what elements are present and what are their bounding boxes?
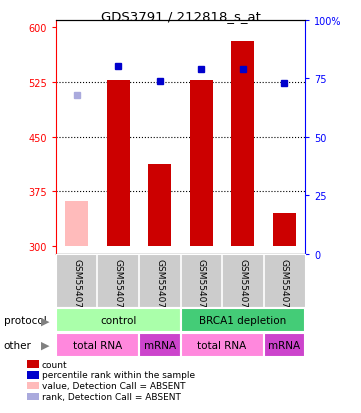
Bar xyxy=(180,333,264,357)
Text: other: other xyxy=(4,340,31,350)
Bar xyxy=(65,202,88,247)
Text: rank, Detection Call = ABSENT: rank, Detection Call = ABSENT xyxy=(42,392,180,401)
Bar xyxy=(148,164,171,247)
Bar xyxy=(273,214,296,247)
Text: total RNA: total RNA xyxy=(197,340,247,350)
Text: mRNA: mRNA xyxy=(144,340,176,350)
Text: GSM554070: GSM554070 xyxy=(72,258,81,313)
Text: percentile rank within the sample: percentile rank within the sample xyxy=(42,370,195,380)
Bar xyxy=(107,81,130,247)
Text: ▶: ▶ xyxy=(41,316,49,325)
Bar xyxy=(56,333,139,357)
Text: GSM554075: GSM554075 xyxy=(280,258,289,313)
Bar xyxy=(56,309,180,332)
Bar xyxy=(231,42,254,247)
Text: control: control xyxy=(100,316,136,325)
Bar xyxy=(139,333,180,357)
Bar xyxy=(180,309,305,332)
Text: GSM554071: GSM554071 xyxy=(197,258,206,313)
Text: total RNA: total RNA xyxy=(73,340,122,350)
Text: value, Detection Call = ABSENT: value, Detection Call = ABSENT xyxy=(42,381,185,390)
Text: mRNA: mRNA xyxy=(268,340,300,350)
Text: GSM554074: GSM554074 xyxy=(155,258,164,313)
Text: GSM554073: GSM554073 xyxy=(238,258,247,313)
Text: GSM554072: GSM554072 xyxy=(114,258,123,313)
Bar xyxy=(190,81,213,247)
Text: protocol: protocol xyxy=(4,316,46,325)
Text: BRCA1 depletion: BRCA1 depletion xyxy=(199,316,286,325)
Bar xyxy=(264,333,305,357)
Text: count: count xyxy=(42,360,67,369)
Text: GDS3791 / 212818_s_at: GDS3791 / 212818_s_at xyxy=(101,10,260,23)
Text: ▶: ▶ xyxy=(41,340,49,350)
